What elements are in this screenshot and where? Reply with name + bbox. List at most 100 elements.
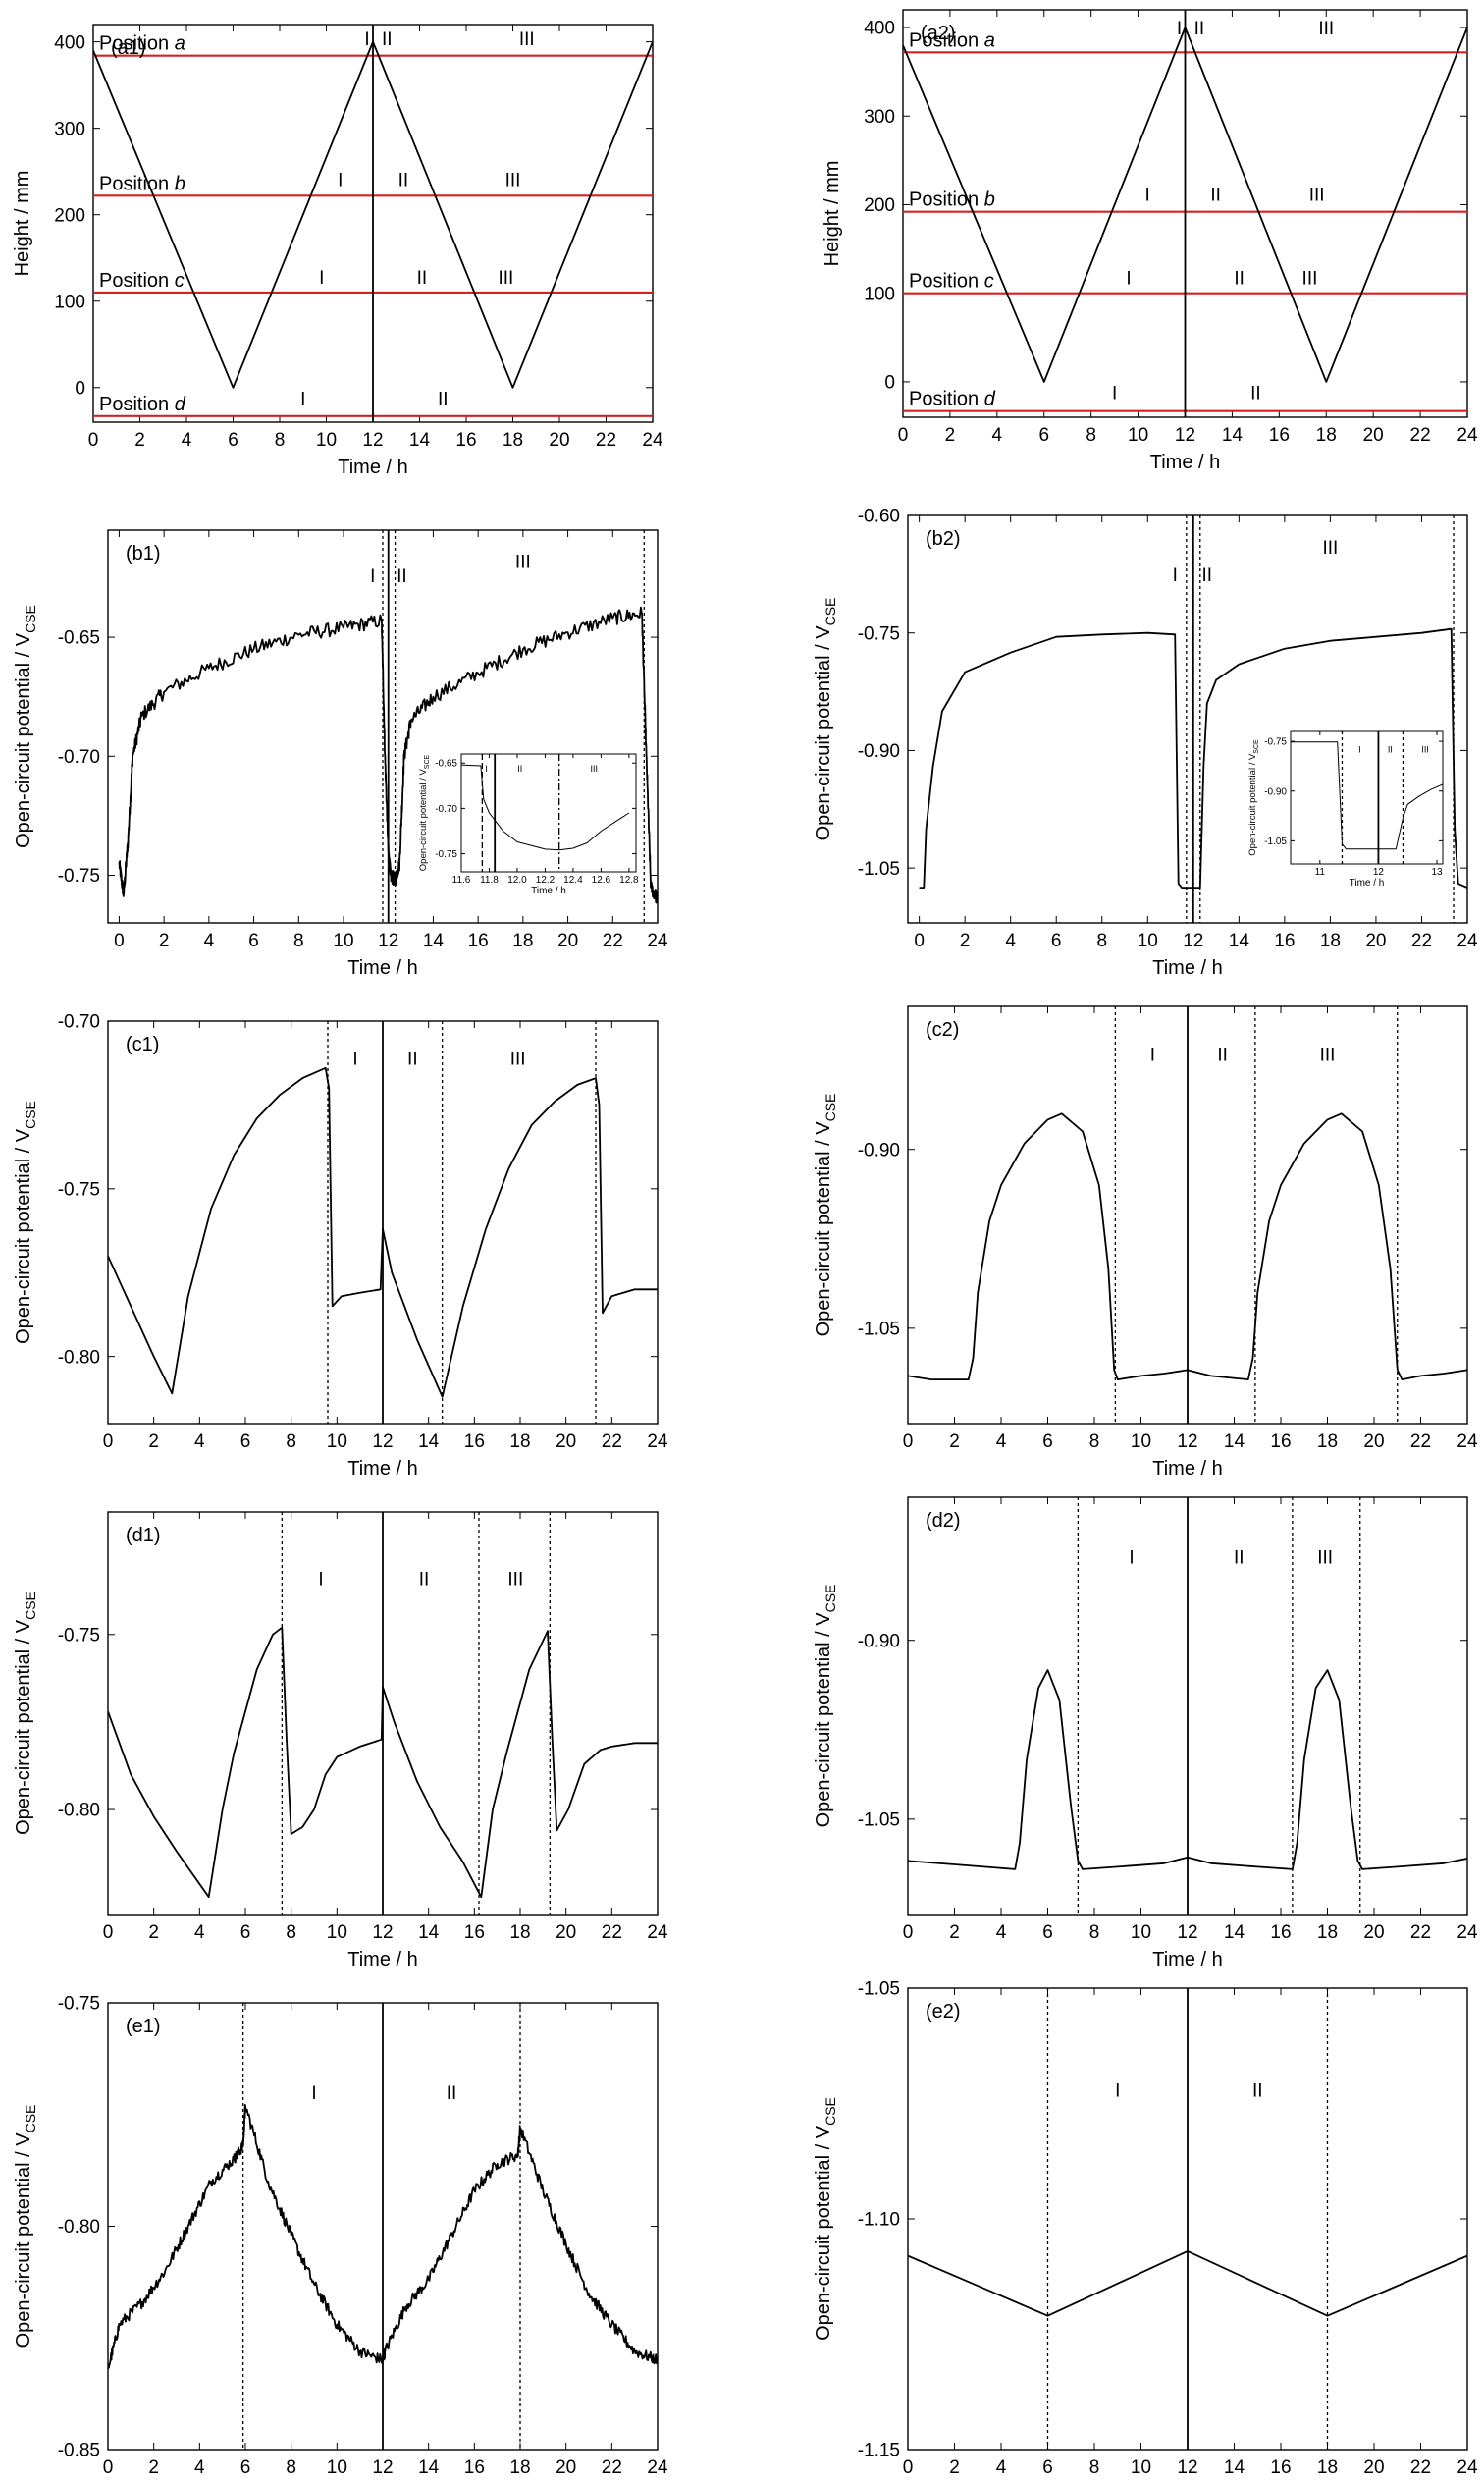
y-tick-label: -0.70 [58,1012,100,1033]
x-tick-label: 18 [509,2457,530,2478]
region-label: III [505,171,521,191]
panel-e1: 024681012141618202224-0.85-0.80-0.75Time… [13,1994,668,2478]
x-tick-label: 24 [647,1431,668,1452]
x-tick-label: 16 [1270,1431,1291,1452]
y-tick-label: -0.85 [58,2441,100,2461]
region-label: I [338,171,343,191]
inset-y-axis-label-main: Open-circuit potential / V [418,769,429,872]
y-axis-label: Open-circuit potential / VCSE [813,598,838,841]
region-label: II [438,389,449,409]
data-line [908,2250,1467,2317]
x-axis-label: Time / h [1152,957,1223,979]
inset-region-label: I [1358,745,1361,755]
y-axis-label-main: Height / mm [12,171,33,277]
panel-label: (d2) [926,1510,961,1532]
region-label: II [407,1050,418,1070]
x-tick-label: 4 [996,1922,1007,1943]
y-tick-label: -0.80 [58,1347,100,1368]
x-tick-label: 18 [1317,1922,1338,1943]
x-tick-label: 24 [647,1922,668,1943]
region-label: III [510,1050,526,1070]
position-name: b [175,173,186,194]
position-label: Position a [99,33,186,55]
region-label: II [1250,384,1261,405]
x-tick-label: 24 [642,430,663,451]
x-axis-label: Time / h [1152,1949,1223,1970]
inset-x-tick-label: 12 [1373,867,1385,878]
plot-area [908,1988,1467,2450]
region-label: II [398,171,409,191]
x-tick-label: 12 [362,430,383,451]
plot-area [108,2003,658,2450]
x-tick-label: 22 [1410,1431,1431,1452]
x-tick-label: 2 [148,1922,159,1943]
data-line [908,1112,1467,1380]
y-tick-label: 100 [864,284,895,304]
x-tick-label: 24 [1457,1431,1478,1452]
x-tick-label: 22 [603,931,623,951]
inset-y-tick-label: -1.05 [1264,837,1287,847]
x-tick-label: 12 [1175,425,1195,446]
region-label: I [1129,1548,1134,1569]
inset-y-tick-label: -0.65 [435,759,457,770]
inset-y-tick-label: -0.90 [1264,786,1287,797]
inset-x-tick-label: 13 [1431,867,1443,878]
x-tick-label: 0 [903,1922,914,1943]
x-tick-label: 4 [996,1431,1007,1452]
region-label: I [1145,186,1150,206]
inset-plot-area [1291,731,1443,864]
inset-x-tick-label: 12.2 [536,875,556,886]
data-line [118,606,658,904]
x-tick-label: 12 [372,1431,393,1452]
region-label: I [1150,1046,1155,1066]
inset-y-tick-label: -0.75 [435,849,457,860]
inset-x-tick-label: 12.8 [619,875,639,886]
panel-label: (c1) [126,1034,159,1055]
x-tick-label: 20 [556,1431,576,1452]
inset-region-label: II [517,764,522,774]
inset-y-axis-label: Open-circuit potential / VSCE [1247,739,1260,856]
x-tick-label: 2 [148,2457,159,2478]
x-tick-label: 22 [602,2457,622,2478]
x-tick-label: 0 [903,1431,914,1452]
x-tick-label: 14 [1224,1431,1246,1452]
x-tick-label: 22 [1411,931,1432,951]
panel-label: (a2) [921,23,956,44]
position-label: Position b [909,189,995,211]
region-label: II [1201,566,1212,586]
x-tick-label: 12 [1177,2457,1197,2478]
x-tick-label: 16 [464,2457,485,2478]
x-tick-label: 0 [103,2457,114,2478]
plot-area [118,530,658,923]
panel-label: (b1) [126,543,161,565]
inset-y-axis-label-subscript: SCE [1253,739,1260,754]
region-label: III [1317,1548,1333,1569]
x-tick-label: 20 [1363,1431,1384,1452]
y-tick-label: 300 [864,107,895,128]
y-tick-label: -0.65 [58,628,100,649]
inset-chart: 11 12 13 -1.05 -0.90 -0.75 Time / h Open-circui… [1247,730,1444,889]
y-axis-label: Height / mm [12,171,33,277]
x-tick-label: 8 [1089,1922,1100,1943]
x-tick-label: 18 [512,931,533,951]
x-tick-label: 8 [1086,425,1096,446]
y-tick-label: 200 [864,195,895,216]
x-tick-label: 22 [602,1431,622,1452]
y-tick-label: -0.75 [58,1994,100,2015]
x-tick-label: 12 [372,1922,393,1943]
x-tick-label: 20 [1363,1922,1384,1943]
plot-area [108,1512,658,1915]
x-tick-label: 12 [378,931,398,951]
x-tick-label: 16 [464,1431,485,1452]
x-tick-label: 4 [194,2457,205,2478]
panel-b1: 0 2 4 6 8 10 12 14 16 18 20 22 24-0.75-0.70-0.65Time… [13,529,668,979]
x-tick-label: 14 [1229,931,1250,951]
x-tick-label: 20 [1363,2457,1384,2478]
inset-x-tick-label: 12.0 [507,875,527,886]
x-tick-label: 14 [418,2457,440,2478]
y-axis-label-main: Open-circuit potential / V [13,1128,34,1344]
y-tick-label: -1.05 [858,1979,900,2000]
